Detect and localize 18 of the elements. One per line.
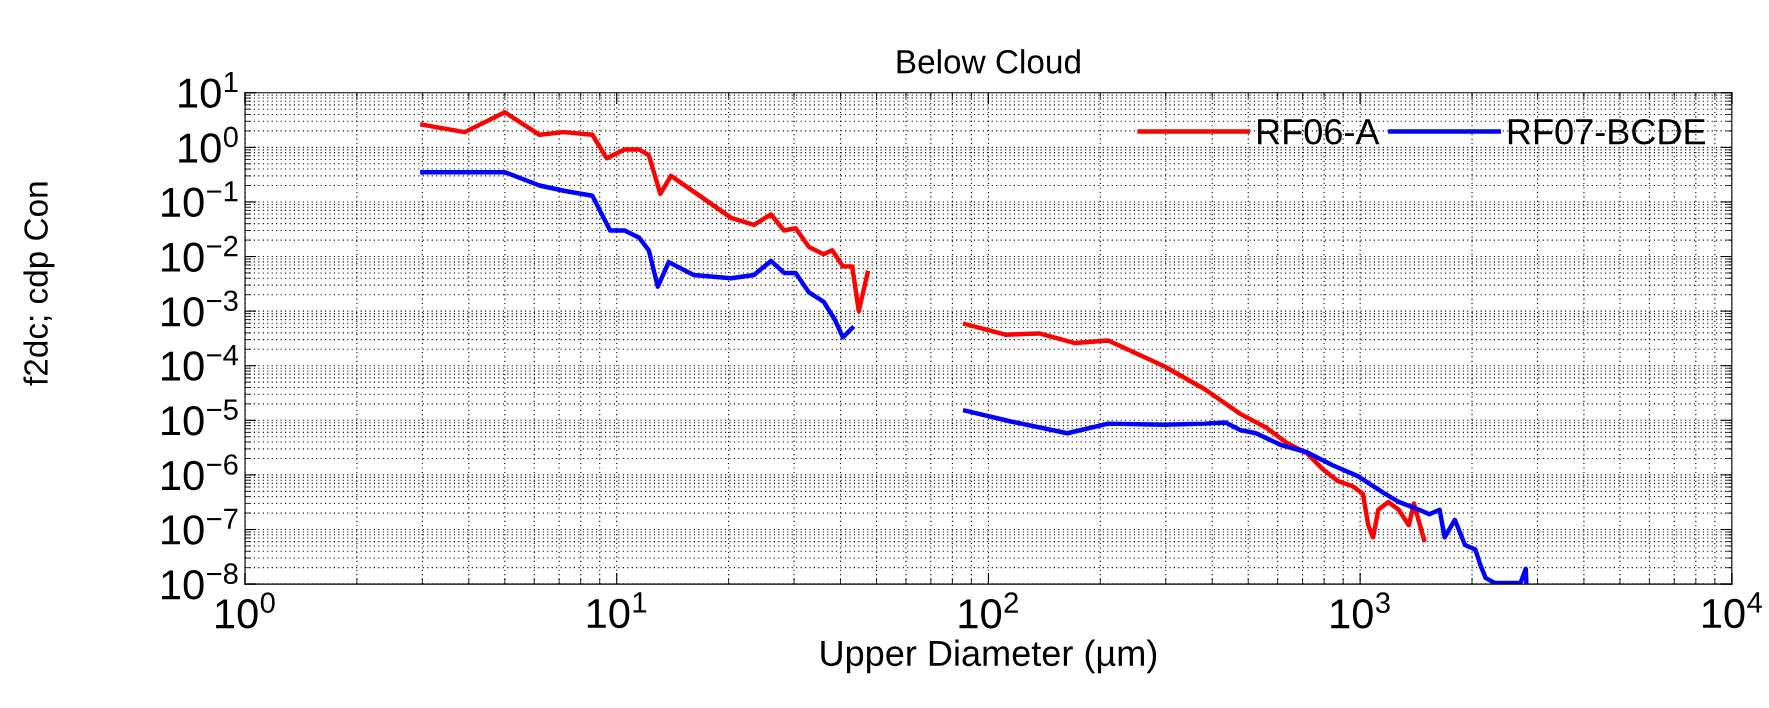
x-axis-title: Upper Diameter (µm) bbox=[821, 639, 1157, 674]
y-axis-title: f2dc; cdp Con bbox=[23, 182, 55, 386]
legend-label: RF07-BCDE bbox=[1508, 118, 1706, 145]
y-tick-label: 10$^{−7}$ bbox=[162, 508, 238, 545]
y-tick-label: 10$^{−3}$ bbox=[162, 290, 238, 327]
y-tick-label: 10$^{1}$ bbox=[179, 72, 238, 108]
y-tick-label: 10$^{−6}$ bbox=[162, 454, 238, 491]
legend-label: RF06-A bbox=[1258, 118, 1380, 145]
chart-title: Below Cloud bbox=[897, 49, 1080, 74]
x-tick-label: 10$^{2}$ bbox=[959, 592, 1018, 629]
y-tick-label: 10$^{0}$ bbox=[179, 126, 238, 163]
y-tick-label: 10$^{−2}$ bbox=[162, 235, 238, 272]
y-tick-label: 10$^{−1}$ bbox=[162, 181, 238, 218]
x-tick-label: 10$^{3}$ bbox=[1331, 592, 1390, 629]
y-tick-label: 10$^{−5}$ bbox=[162, 399, 238, 436]
x-tick-label: 10$^{4}$ bbox=[1702, 592, 1762, 629]
x-tick-label: 10$^{1}$ bbox=[587, 592, 647, 629]
y-tick-label: 10$^{−4}$ bbox=[162, 344, 239, 381]
